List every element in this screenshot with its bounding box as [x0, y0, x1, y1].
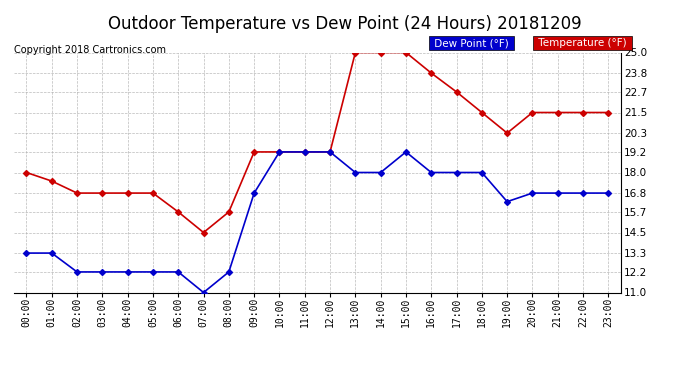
Text: Outdoor Temperature vs Dew Point (24 Hours) 20181209: Outdoor Temperature vs Dew Point (24 Hou…	[108, 15, 582, 33]
Text: Dew Point (°F): Dew Point (°F)	[431, 38, 512, 48]
Text: Copyright 2018 Cartronics.com: Copyright 2018 Cartronics.com	[14, 45, 166, 55]
Text: Temperature (°F): Temperature (°F)	[535, 38, 629, 48]
